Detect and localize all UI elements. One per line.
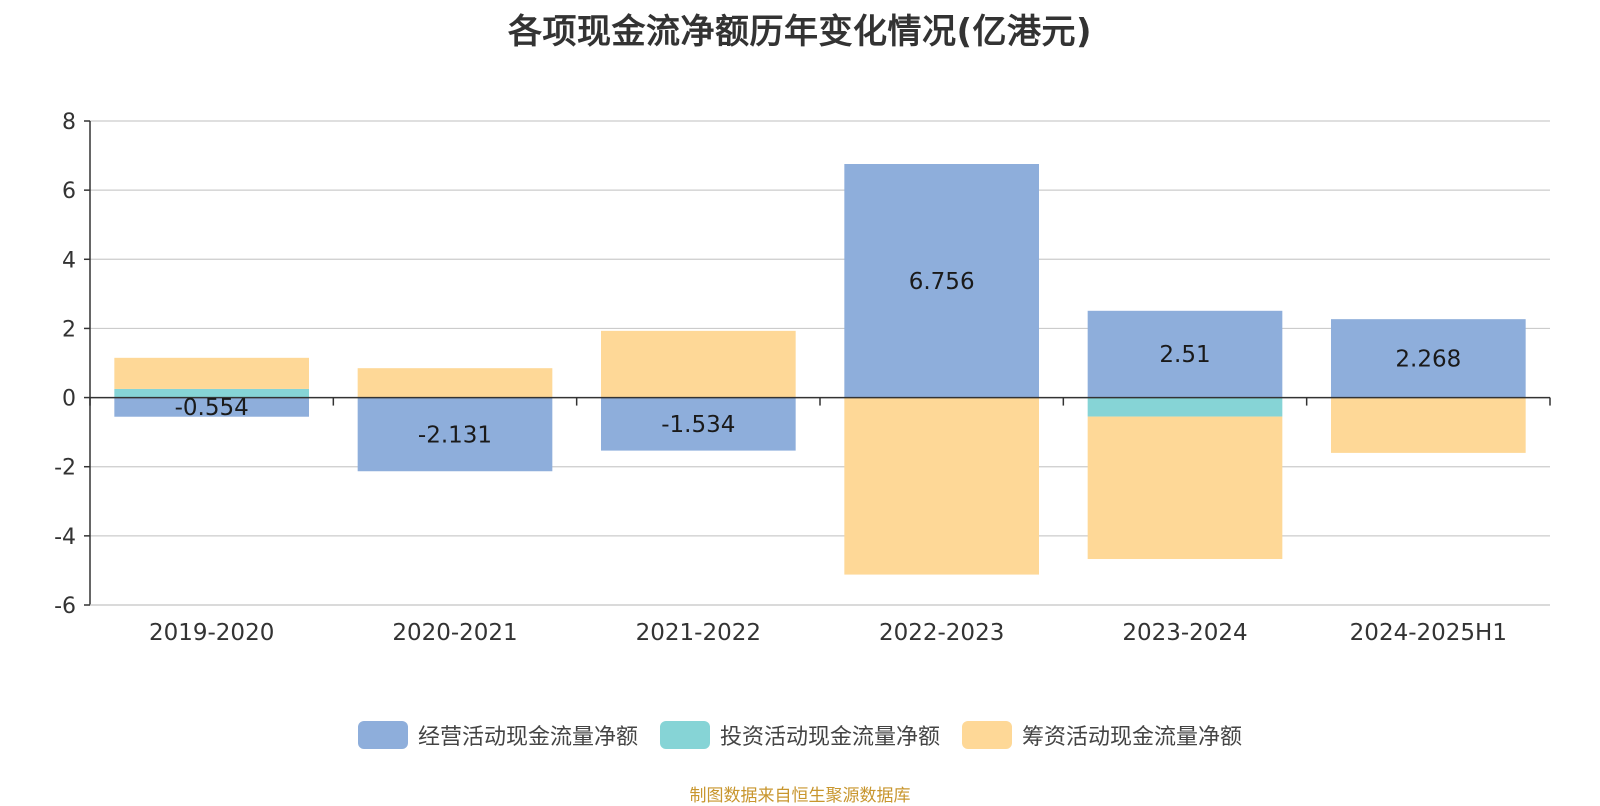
bar-1: [844, 164, 1039, 398]
y-tick-label: -2: [54, 456, 76, 481]
data-label: 6.756: [909, 269, 975, 295]
legend-label-financing: 筹资活动现金流量净额: [1022, 725, 1243, 750]
y-tick-label: 6: [62, 179, 76, 204]
legend-item-investing[interactable]: 投资活动现金流量净额: [659, 719, 940, 751]
bar-1: [357, 397, 553, 472]
y-tick-label: -4: [54, 525, 76, 550]
legend-label-investing: 投资活动现金流量净额: [719, 725, 940, 750]
x-tick-label: 2021-2022: [636, 620, 761, 646]
bar-1: [1331, 319, 1526, 398]
x-tick-label: 2022-2023: [879, 620, 1004, 646]
legend-swatch-financing: [962, 721, 1012, 749]
bar-1: [114, 397, 309, 417]
legend-item-financing[interactable]: 筹资活动现金流量净额: [962, 719, 1242, 751]
bar-3: [601, 330, 796, 398]
bar-3: [844, 397, 1039, 575]
chart-title: 各项现金流净额历年变化情况(亿港元): [507, 12, 1093, 52]
legend: 经营活动现金流量净额 投资活动现金流量净额 筹资活动现金流量净额: [0, 719, 1600, 751]
legend-swatch-investing: [659, 721, 710, 749]
legend-item-operating[interactable]: 经营活动现金流量净额: [357, 719, 638, 751]
bar-3: [1087, 416, 1283, 560]
y-tick-label: 2: [62, 317, 76, 342]
bar-3: [1331, 397, 1526, 453]
x-tick-label: 2024-2025H1: [1350, 620, 1507, 646]
legend-label-operating: 经营活动现金流量净额: [417, 725, 638, 750]
data-label: -1.534: [661, 412, 735, 438]
bar-2: [114, 388, 309, 398]
y-tick-label: 8: [62, 110, 76, 135]
legend-swatch-operating: [357, 721, 408, 749]
data-label: -0.554: [175, 395, 249, 421]
bar-3: [357, 368, 553, 398]
data-label: -2.131: [418, 422, 492, 448]
data-source-note: 制图数据来自恒生聚源数据库: [689, 786, 911, 806]
y-tick-label: -6: [54, 594, 76, 619]
bar-2: [1087, 397, 1283, 417]
x-tick-label: 2023-2024: [1122, 620, 1247, 646]
x-tick-label: 2019-2020: [149, 620, 274, 646]
data-label: 2.268: [1395, 346, 1461, 372]
y-tick-label: 0: [62, 387, 76, 412]
y-tick-label: 4: [62, 248, 76, 273]
bar-1: [1087, 310, 1283, 398]
x-tick-label: 2020-2021: [392, 620, 517, 646]
data-label: 2.51: [1159, 342, 1210, 368]
bar-1: [601, 397, 796, 451]
bar-3: [114, 357, 309, 389]
